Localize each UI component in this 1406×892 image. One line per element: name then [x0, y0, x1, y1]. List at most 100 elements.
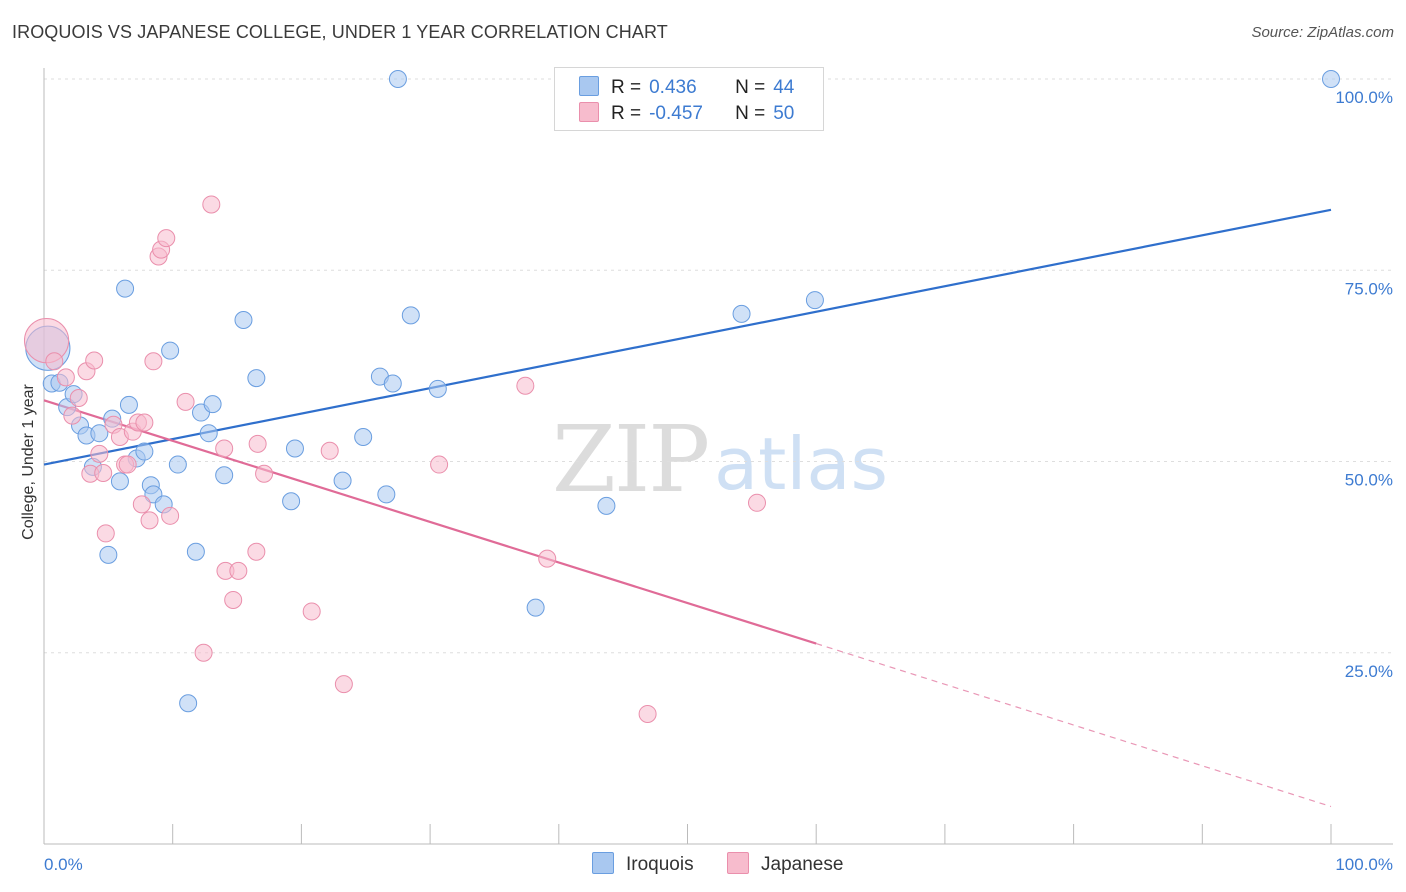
legend-n-value: 44 [773, 77, 795, 98]
axes [43, 68, 1393, 845]
iroquois-point [732, 304, 751, 323]
japanese-point [302, 602, 321, 621]
legend-box: R = 0.436 N = 44 R = -0.457 N = 50 [554, 67, 824, 131]
bottom-legend-swatch-iroquois [592, 852, 614, 874]
iroquois-point [119, 395, 138, 414]
iroquois-point [199, 424, 218, 443]
legend-row-japanese: R = -0.457 N = 50 [579, 102, 794, 126]
japanese-point [176, 392, 195, 411]
japanese-point [140, 511, 159, 530]
bottom-legend-iroquois: Iroquois [592, 852, 694, 876]
iroquois-point [179, 694, 198, 713]
japanese-point [194, 643, 213, 662]
iroquois-point [234, 310, 253, 329]
y-tick-label: 50.0% [1345, 471, 1393, 490]
japanese-point [161, 506, 180, 525]
japanese-point [747, 493, 766, 512]
japanese-point [56, 368, 75, 387]
bottom-legend-label-japanese: Japanese [761, 854, 844, 875]
iroquois-point [428, 379, 447, 398]
japanese-point [516, 376, 535, 395]
trend-lines [43, 208, 1332, 808]
japanese-point [255, 464, 274, 483]
source-label: Source: ZipAtlas.com [1251, 24, 1394, 41]
japanese-point [144, 352, 163, 371]
legend-n-label: N = [735, 77, 766, 98]
legend-r-value: -0.457 [649, 103, 703, 124]
japanese-point [320, 441, 339, 460]
japanese-point [23, 318, 70, 364]
x-tick-label-start: 0.0% [44, 855, 83, 874]
japanese-point [45, 352, 64, 371]
iroquois-point [388, 70, 407, 88]
japanese-point [247, 542, 266, 561]
iroquois-point [285, 439, 304, 458]
legend-row-iroquois: R = 0.436 N = 44 [579, 76, 794, 100]
y-axis-label: College, Under 1 year [20, 384, 37, 540]
iroquois-point [333, 471, 352, 490]
japanese-point [334, 675, 353, 694]
iroquois-point [805, 291, 824, 310]
bottom-legend-japanese: Japanese [727, 852, 843, 876]
data-points [23, 70, 1340, 723]
japanese-point [132, 495, 151, 514]
chart-title: IROQUOIS VS JAPANESE COLLEGE, UNDER 1 YE… [12, 22, 668, 42]
japanese-trend-line [43, 399, 817, 645]
iroquois-point [110, 472, 129, 491]
bottom-legend-label-iroquois: Iroquois [626, 854, 694, 875]
japanese-point [69, 389, 88, 408]
japanese-point [248, 434, 267, 453]
iroquois-point [186, 542, 205, 561]
iroquois-trend-line [43, 208, 1332, 466]
y-tick-label: 100.0% [1335, 88, 1393, 107]
watermark-zip: ZIP [552, 406, 708, 513]
legend-swatch-iroquois [579, 76, 599, 96]
iroquois-point [90, 424, 109, 443]
iroquois-point [383, 374, 402, 393]
legend-r-label: R = [611, 77, 642, 98]
japanese-point [63, 406, 82, 425]
japanese-point [430, 455, 449, 474]
japanese-point [638, 704, 657, 723]
y-tick-label: 75.0% [1345, 279, 1393, 298]
iroquois-point [597, 496, 616, 515]
japanese-point [96, 524, 115, 543]
iroquois-point [247, 369, 266, 388]
iroquois-point [282, 492, 301, 511]
iroquois-point [215, 466, 234, 485]
japanese-point [229, 561, 248, 580]
iroquois-point [354, 428, 373, 447]
japanese-point [538, 549, 557, 568]
legend-r-value: 0.436 [649, 77, 697, 98]
iroquois-point [1322, 70, 1340, 88]
japanese-point [85, 351, 104, 370]
iroquois-point [161, 341, 180, 360]
japanese-point [215, 439, 234, 458]
legend-n-label: N = [735, 103, 766, 124]
tick-labels: 25.0% 50.0% 75.0% 100.0% 0.0% 100.0% [44, 88, 1393, 874]
iroquois-point [168, 455, 187, 474]
japanese-point [118, 455, 137, 474]
iroquois-point [526, 598, 545, 617]
iroquois-point [135, 442, 154, 461]
legend-swatch-japanese [579, 102, 599, 122]
japanese-point [90, 444, 109, 463]
japanese-point [157, 229, 176, 248]
y-tick-label: 25.0% [1345, 662, 1393, 681]
legend-n-value: 50 [773, 103, 795, 124]
bottom-legend-swatch-japanese [727, 852, 749, 874]
iroquois-point [377, 485, 396, 504]
japanese-point [94, 463, 113, 482]
x-tick-label-end: 100.0% [1335, 855, 1393, 874]
legend-r-label: R = [611, 103, 642, 124]
iroquois-point [203, 395, 222, 414]
japanese-point [135, 413, 154, 432]
iroquois-point [99, 545, 118, 564]
iroquois-point [116, 279, 135, 298]
japanese-point [202, 195, 221, 214]
japanese-point [224, 590, 243, 609]
japanese-trend-extension [816, 642, 1332, 808]
watermark-atlas: atlas [714, 422, 888, 506]
iroquois-point [401, 306, 420, 325]
